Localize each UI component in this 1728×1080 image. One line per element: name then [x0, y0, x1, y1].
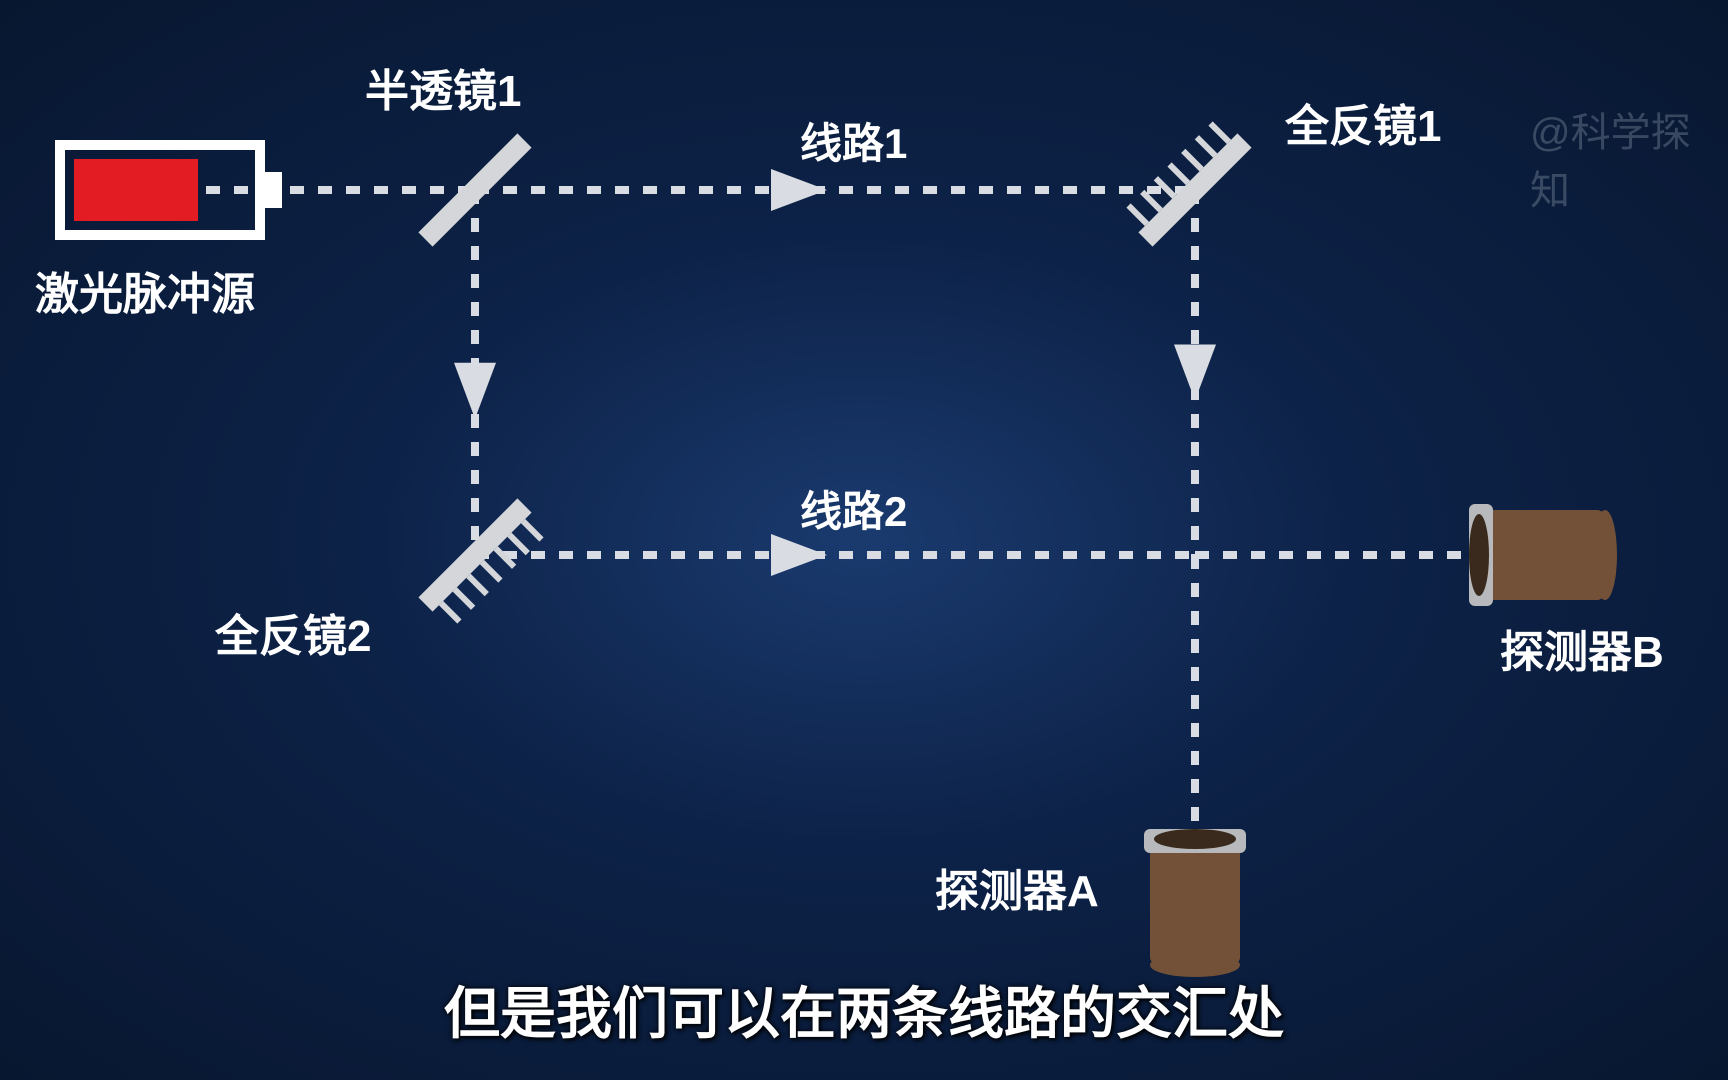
label-detector-a: 探测器A: [935, 855, 1099, 919]
video-subtitle: 但是我们可以在两条线路的交汇处: [444, 969, 1284, 1050]
diagram-stage: 激光脉冲源 半透镜1 全反镜1 全反镜2 线路1 线路2 探测器A 探测器B @…: [0, 0, 1728, 1080]
watermark-text: @科学探知: [1530, 100, 1728, 216]
label-path-2: 线路2: [800, 478, 907, 539]
label-full-mirror-2: 全反镜2: [215, 600, 371, 664]
label-detector-b: 探测器B: [1500, 616, 1664, 680]
label-laser-source: 激光脉冲源: [35, 258, 255, 322]
label-full-mirror-1: 全反镜1: [1285, 90, 1441, 154]
label-path-1: 线路1: [800, 110, 907, 171]
label-beam-splitter-1: 半透镜1: [365, 55, 521, 119]
